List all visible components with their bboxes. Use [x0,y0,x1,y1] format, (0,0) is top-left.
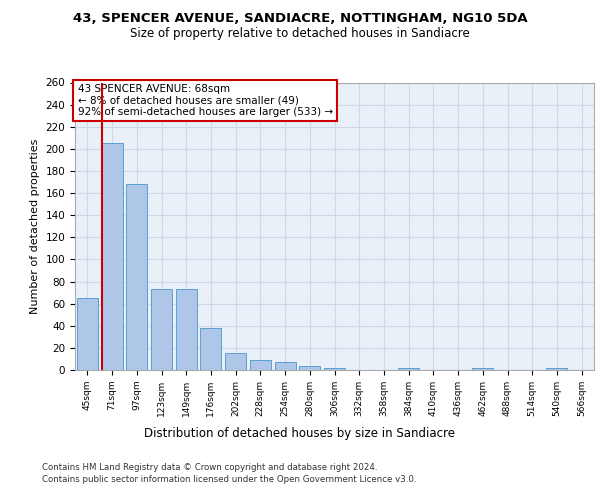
Bar [547,368,568,370]
Bar [398,368,419,370]
Text: Contains HM Land Registry data © Crown copyright and database right 2024.: Contains HM Land Registry data © Crown c… [42,464,377,472]
Bar [250,360,271,370]
Bar [225,354,246,370]
Bar [275,362,296,370]
Bar [151,290,172,370]
Bar [126,184,147,370]
Bar [176,290,197,370]
Text: Distribution of detached houses by size in Sandiacre: Distribution of detached houses by size … [145,428,455,440]
Bar [324,368,345,370]
Bar [299,366,320,370]
Bar [472,368,493,370]
Text: 43, SPENCER AVENUE, SANDIACRE, NOTTINGHAM, NG10 5DA: 43, SPENCER AVENUE, SANDIACRE, NOTTINGHA… [73,12,527,26]
Bar [101,144,122,370]
Bar [77,298,98,370]
Bar [200,328,221,370]
Text: Size of property relative to detached houses in Sandiacre: Size of property relative to detached ho… [130,28,470,40]
Text: 43 SPENCER AVENUE: 68sqm
← 8% of detached houses are smaller (49)
92% of semi-de: 43 SPENCER AVENUE: 68sqm ← 8% of detache… [77,84,333,117]
Text: Contains public sector information licensed under the Open Government Licence v3: Contains public sector information licen… [42,474,416,484]
Y-axis label: Number of detached properties: Number of detached properties [30,138,40,314]
